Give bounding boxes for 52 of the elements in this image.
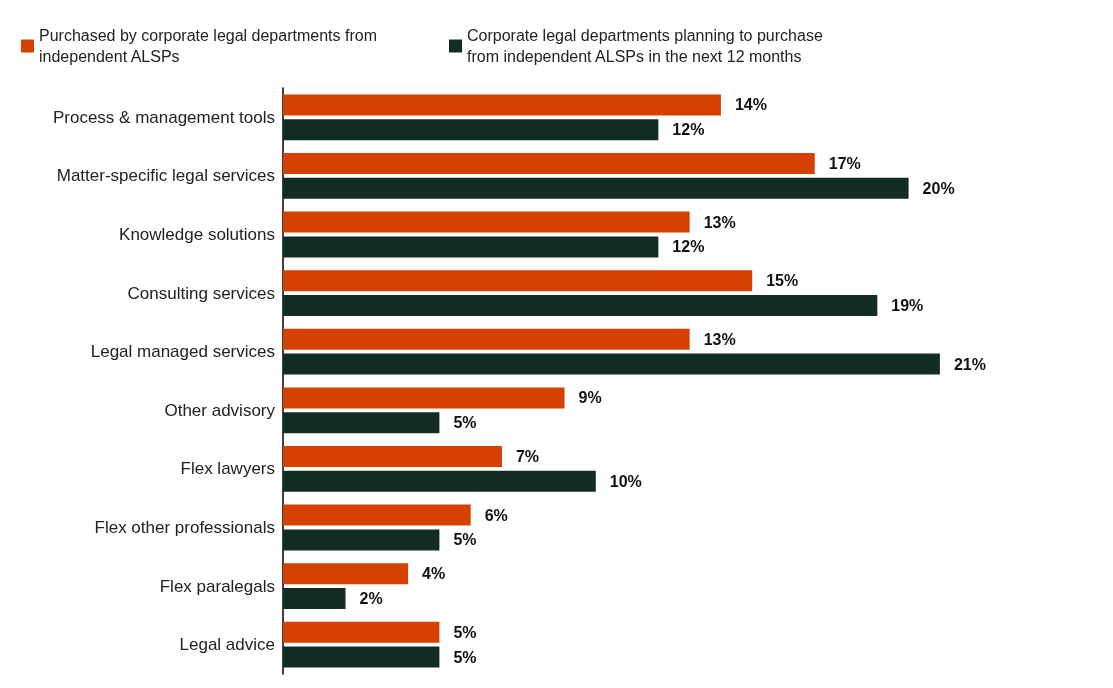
data-label: 5% (453, 414, 477, 432)
bar (283, 470, 596, 492)
data-label: 5% (453, 648, 477, 666)
data-label: 5% (453, 531, 477, 549)
y-tick-label: Consulting services (127, 283, 275, 303)
bar (283, 94, 721, 116)
bar (283, 236, 659, 258)
legend-label: Corporate legal departments planning to purchase from independent ALSPs in the next 12 months (467, 27, 828, 65)
data-label: 15% (766, 272, 799, 290)
data-label: 7% (515, 448, 540, 466)
bar (283, 446, 502, 468)
y-tick-label: Matter-specific legal services (56, 166, 275, 186)
y-tick-label: Legal advice (179, 635, 275, 655)
data-label: 21% (953, 355, 986, 373)
data-label: 10% (609, 472, 642, 490)
data-label: 6% (484, 506, 508, 524)
y-tick-label: Knowledge solutions (119, 225, 275, 244)
bar (283, 153, 815, 175)
bar (283, 563, 409, 585)
data-label: 12% (672, 121, 705, 139)
bar (283, 621, 440, 643)
y-tick-label: Process & management tools (52, 107, 275, 127)
y-tick-label: Legal managed services (90, 342, 275, 362)
bar (283, 646, 440, 668)
legend-label: Purchased by corporate legal departments from independent ALSPs (39, 27, 382, 65)
data-label: 20% (922, 179, 955, 197)
data-label: 4% (422, 565, 446, 583)
y-tick-label: Other advisory (164, 400, 276, 420)
bar (283, 587, 346, 609)
bar (283, 529, 440, 551)
bar (283, 504, 471, 526)
data-label: 2% (359, 589, 383, 607)
bar (283, 353, 940, 375)
data-label: 13% (703, 330, 736, 348)
bar (283, 294, 878, 316)
bar (283, 328, 690, 350)
data-label: 5% (453, 623, 477, 641)
bar (283, 211, 690, 233)
data-label: 9% (578, 389, 602, 407)
data-label: 14% (734, 96, 767, 114)
y-tick-label: Flex other professionals (94, 518, 275, 537)
data-label: 13% (703, 213, 736, 231)
y-tick-label: Flex paralegals (159, 576, 275, 596)
bar (283, 177, 909, 199)
bar (283, 119, 659, 141)
bar (283, 412, 440, 434)
bar (283, 387, 565, 409)
y-tick-label: Flex lawyers (180, 459, 275, 479)
bar (283, 270, 753, 292)
data-label: 12% (672, 238, 705, 256)
data-label: 17% (828, 155, 861, 173)
data-label: 19% (891, 296, 924, 314)
